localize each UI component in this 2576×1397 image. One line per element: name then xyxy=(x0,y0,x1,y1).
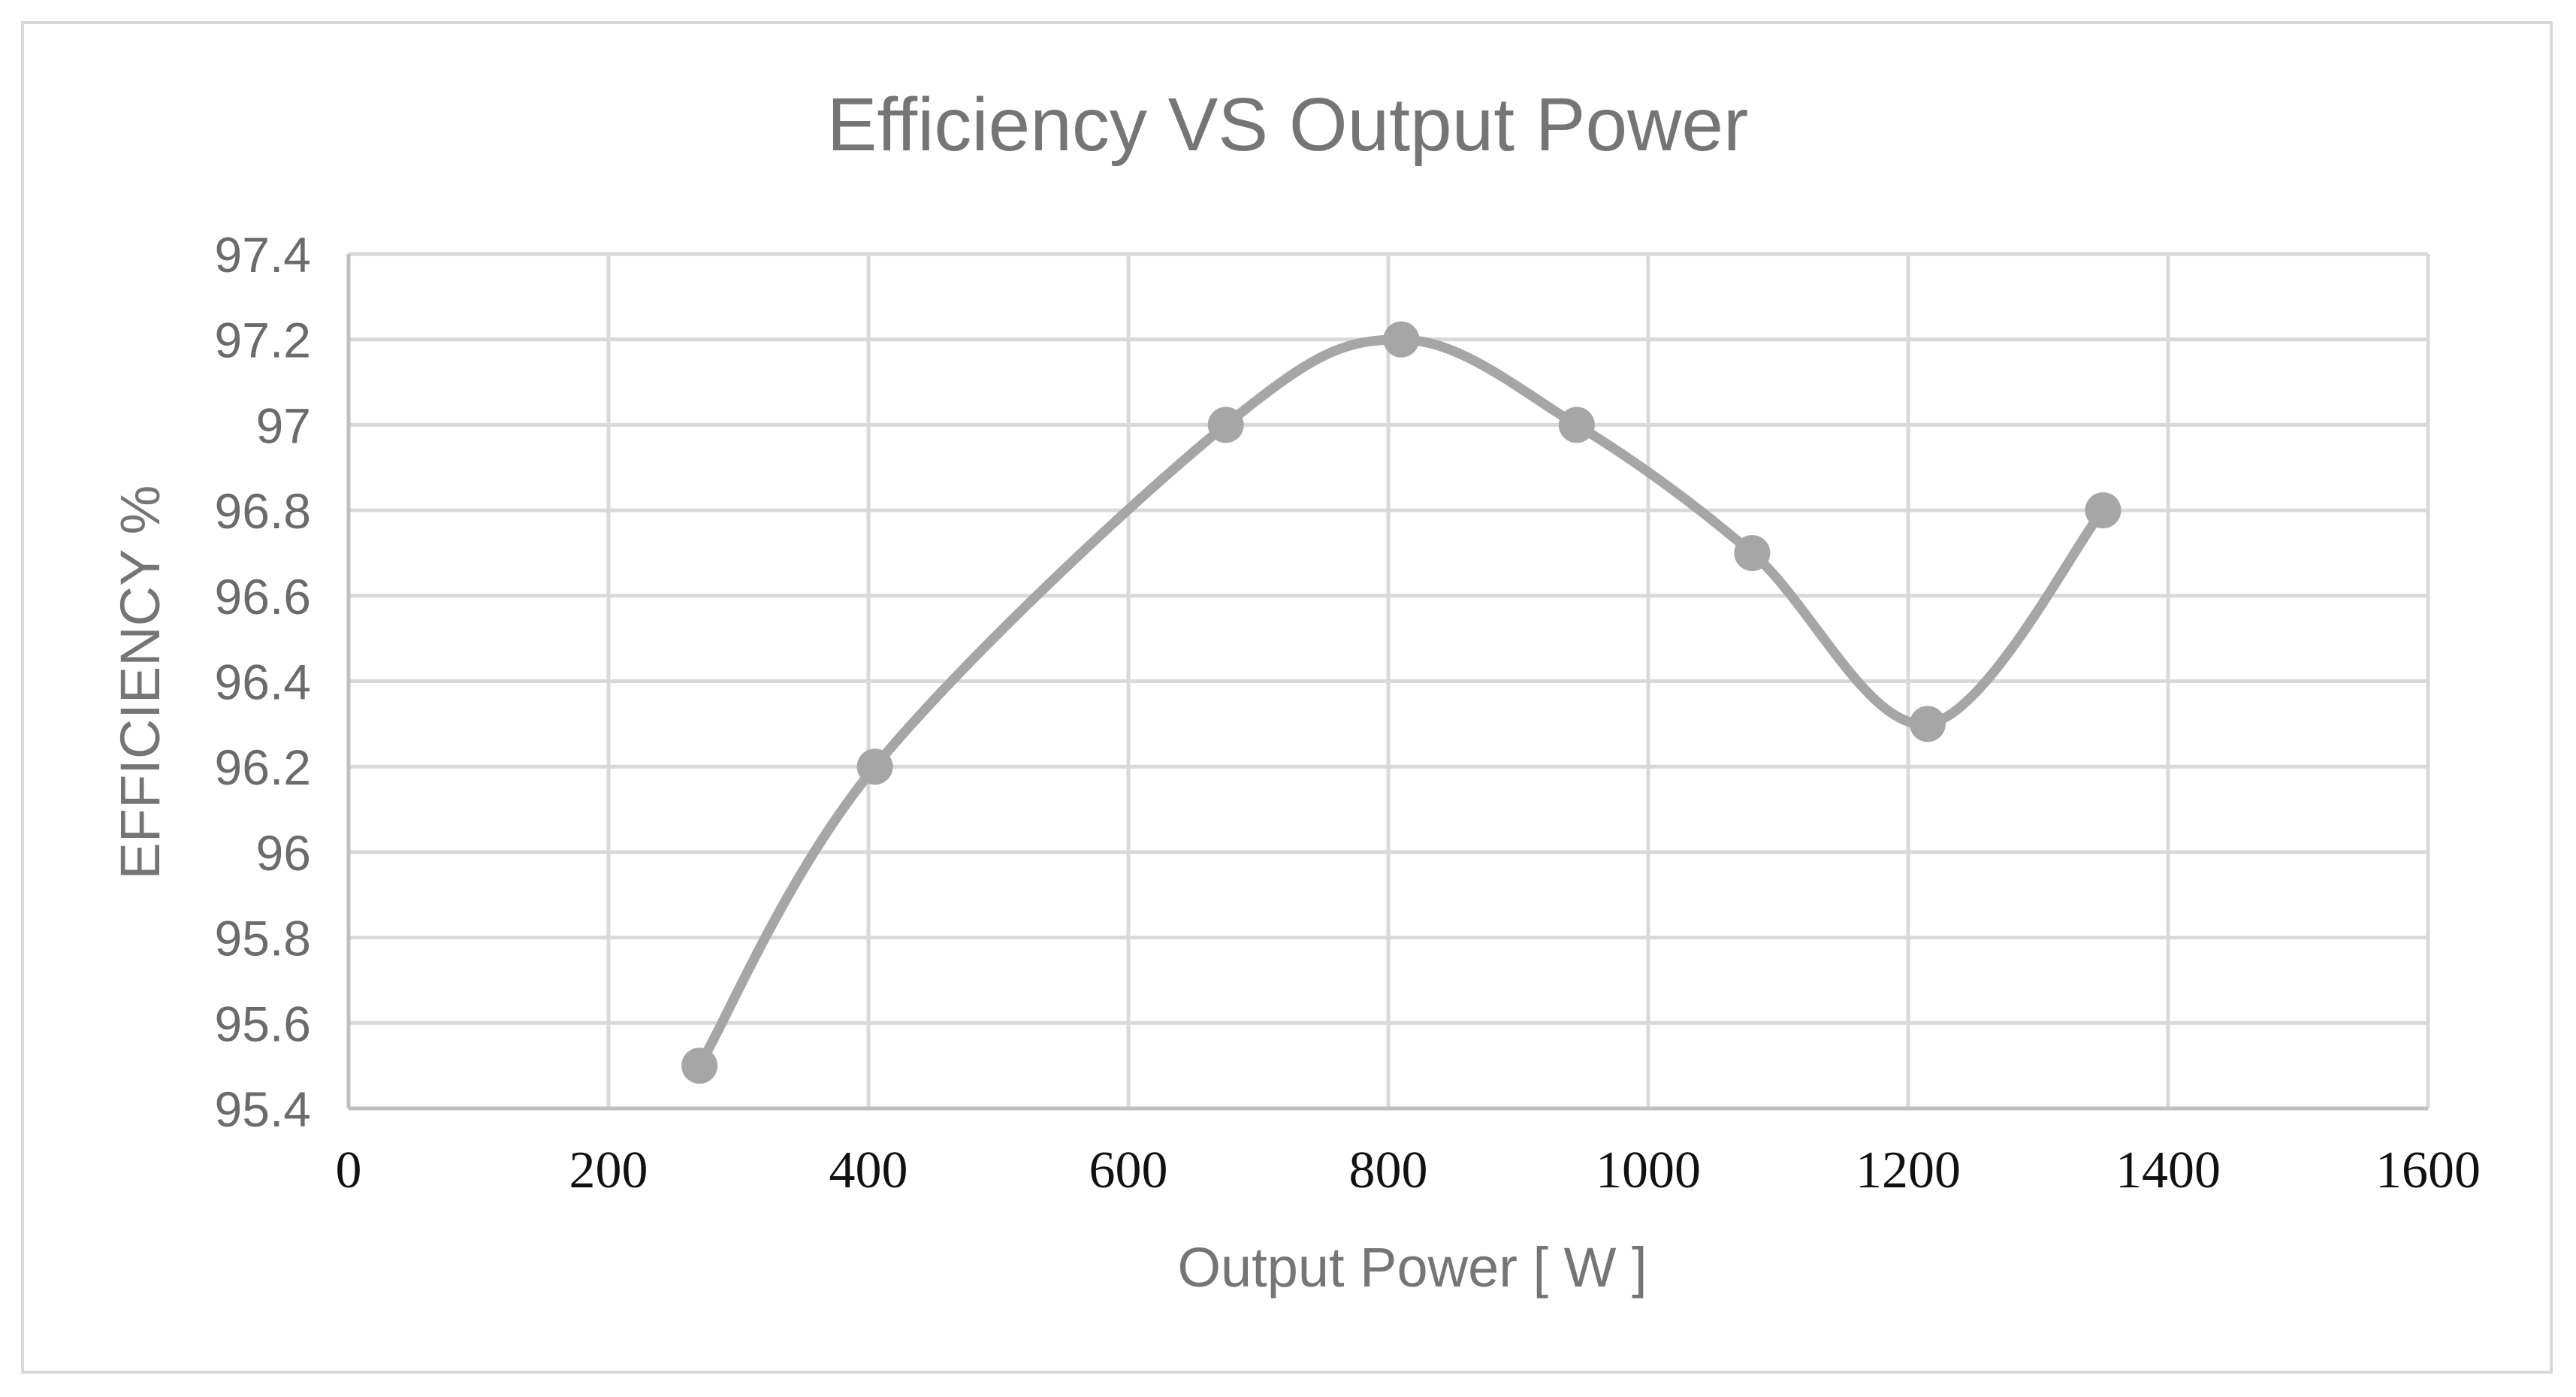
chart-title: Efficiency VS Output Power xyxy=(827,83,1749,167)
x-tick-label: 800 xyxy=(1349,1141,1428,1199)
y-tick-label: 96 xyxy=(256,825,311,881)
y-tick-label: 97 xyxy=(256,398,311,453)
data-point xyxy=(1909,706,1946,742)
x-tick-label: 1400 xyxy=(2115,1141,2221,1199)
y-axis-title: EFFICIENCY % xyxy=(109,485,171,880)
series-layer xyxy=(681,321,2122,1084)
y-tick-label: 95.6 xyxy=(215,996,311,1051)
data-point xyxy=(1207,407,1244,443)
data-point xyxy=(1734,534,1771,571)
tick-labels: 95.4 95.6 95.8 96 96.2 96.4 96.6 96.8 97 97.2 97.4… xyxy=(215,227,2481,1199)
x-tick-label: 1000 xyxy=(1596,1141,1701,1199)
x-tick-label: 600 xyxy=(1089,1141,1168,1199)
x-tick-label: 200 xyxy=(569,1141,648,1199)
x-tick-label: 1600 xyxy=(2375,1141,2481,1199)
data-point xyxy=(1558,407,1595,443)
y-tick-label: 96.2 xyxy=(215,739,311,795)
y-tick-label: 96.8 xyxy=(215,483,311,539)
axes xyxy=(346,254,2428,1111)
data-point xyxy=(2085,492,2122,529)
y-tick-label: 96.6 xyxy=(215,569,311,624)
series-line xyxy=(694,334,2108,1071)
data-point xyxy=(681,1048,718,1084)
y-tick-label: 97.2 xyxy=(215,313,311,368)
grid-lines xyxy=(349,252,2430,1108)
y-tick-label: 97.4 xyxy=(215,227,311,283)
y-tick-label: 95.4 xyxy=(215,1081,311,1137)
x-tick-label: 1200 xyxy=(1856,1141,1961,1199)
x-tick-label: 400 xyxy=(829,1141,908,1199)
y-tick-label: 95.8 xyxy=(215,911,311,966)
y-tick-label: 96.4 xyxy=(215,655,311,710)
x-tick-label: 0 xyxy=(336,1141,362,1199)
data-point xyxy=(856,748,893,785)
chart-frame xyxy=(21,21,2553,1374)
x-axis-title: Output Power [ W ] xyxy=(1177,1236,1647,1299)
data-point xyxy=(1383,321,1420,358)
